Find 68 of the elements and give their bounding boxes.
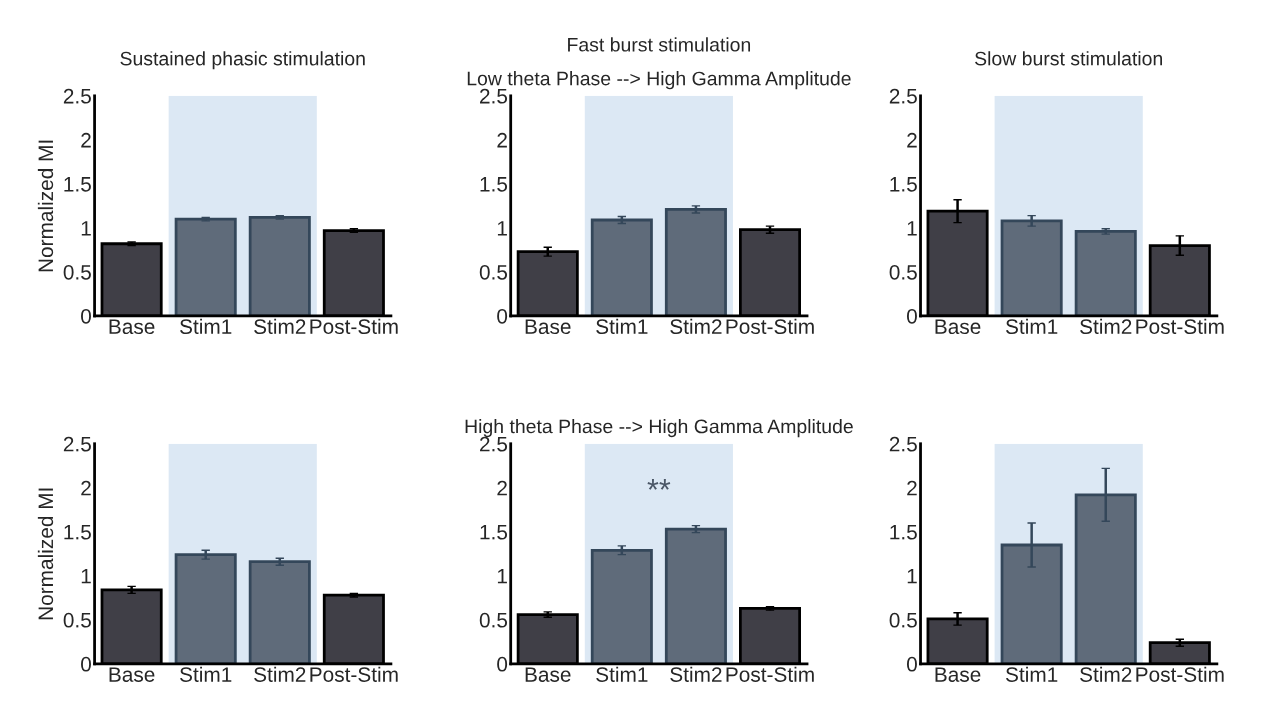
y-tick-label: 2.5 <box>889 436 917 452</box>
y-tick-label: 0.5 <box>479 612 508 628</box>
y-tick-label: 1.5 <box>890 525 917 540</box>
x-tick-label: Stim1 <box>180 666 232 682</box>
x-tick-label: Base <box>935 319 981 335</box>
x-tick-label: Post-Stim <box>726 318 814 335</box>
chart-title: Sustained phasic stimulation <box>120 51 365 70</box>
x-tick-label: Base <box>525 667 571 682</box>
y-tick-label: 0 <box>906 656 917 672</box>
y-tick-label: 1.5 <box>480 525 508 540</box>
x-tick-label: Base <box>109 319 155 335</box>
y-tick-label: 0 <box>497 308 508 324</box>
x-tick-label: Stim2 <box>254 666 306 682</box>
y-tick-label: 1 <box>497 569 507 584</box>
y-tick-label: 1.5 <box>890 177 917 192</box>
x-tick-label: Stim2 <box>670 318 722 335</box>
y-tick-label: 0 <box>906 308 917 324</box>
chart-subtitle: High theta Phase --> High Gamma Amplitude <box>465 419 853 438</box>
y-tick-label: 2.5 <box>63 88 91 104</box>
x-tick-label: Base <box>525 319 571 335</box>
y-tick-label: 1 <box>497 221 507 236</box>
y-tick-label: 2.5 <box>480 436 508 452</box>
y-tick-label: 2.5 <box>889 88 917 104</box>
y-axis-title: Normalized MI <box>37 140 54 272</box>
y-tick-label: 2 <box>81 132 91 148</box>
x-tick-label: Stim1 <box>596 318 648 335</box>
y-tick-label: 1 <box>81 569 91 584</box>
x-tick-label: Stim1 <box>1005 318 1058 335</box>
y-tick-label: 2 <box>497 132 507 148</box>
annotation: ** <box>647 479 671 490</box>
y-tick-label: 0.5 <box>63 264 91 280</box>
y-tick-label: 2 <box>81 480 91 496</box>
chart-title: Slow burst stimulation <box>975 51 1162 66</box>
y-tick-label: 2.5 <box>63 436 91 452</box>
chart-subtitle: Low theta Phase --> High Gamma Amplitude <box>467 71 851 90</box>
x-tick-label: Stim2 <box>1080 318 1132 335</box>
x-tick-label: Post-Stim <box>1136 318 1224 335</box>
y-tick-label: 2 <box>497 480 507 496</box>
x-tick-label: Post-Stim <box>310 666 398 682</box>
y-tick-label: 1 <box>907 569 917 584</box>
y-tick-label: 0.5 <box>889 612 917 628</box>
chart-title: Fast burst stimulation <box>568 37 751 52</box>
x-tick-label: Stim2 <box>1080 666 1132 682</box>
x-tick-label: Stim2 <box>670 666 722 682</box>
x-tick-label: Stim2 <box>254 318 306 335</box>
y-tick-label: 0 <box>81 308 91 324</box>
y-tick-label: 2 <box>907 132 917 148</box>
y-tick-label: 0.5 <box>889 264 917 280</box>
y-tick-label: 1 <box>907 221 917 236</box>
y-axis-title: Normalized MI <box>37 488 54 620</box>
x-tick-label: Base <box>935 667 981 682</box>
y-tick-label: 0.5 <box>479 264 508 280</box>
y-tick-label: 1 <box>81 221 91 236</box>
y-tick-label: 1.5 <box>64 525 91 540</box>
y-tick-label: 2.5 <box>480 88 508 104</box>
x-tick-label: Stim1 <box>596 666 648 682</box>
x-tick-label: Stim1 <box>1005 666 1058 682</box>
x-tick-label: Stim1 <box>180 318 232 335</box>
y-tick-label: 1.5 <box>64 177 91 192</box>
x-tick-label: Base <box>109 667 155 682</box>
x-tick-label: Post-Stim <box>726 666 814 682</box>
x-tick-label: Post-Stim <box>310 318 398 335</box>
y-tick-label: 1.5 <box>480 177 508 192</box>
y-tick-label: 0.5 <box>63 612 91 628</box>
y-tick-label: 2 <box>907 480 917 496</box>
x-tick-label: Post-Stim <box>1136 666 1224 682</box>
y-tick-label: 0 <box>497 656 508 672</box>
y-tick-label: 0 <box>81 656 91 672</box>
